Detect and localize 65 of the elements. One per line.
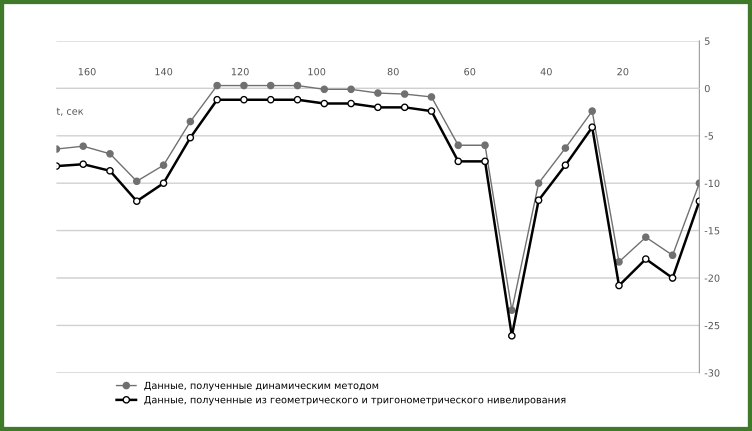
point xyxy=(615,258,623,266)
point xyxy=(668,274,676,282)
x-tick-label: 20 xyxy=(617,68,628,76)
legend-label: Данные, полученные динамическим методом xyxy=(144,382,378,391)
y-tick-label: -20 xyxy=(704,274,720,282)
point xyxy=(320,85,328,94)
point xyxy=(588,123,596,132)
point xyxy=(240,96,248,104)
point xyxy=(160,179,168,187)
point xyxy=(668,251,676,260)
point xyxy=(454,141,462,150)
point xyxy=(562,144,570,152)
point xyxy=(347,100,355,108)
point xyxy=(588,107,596,115)
point xyxy=(294,96,302,104)
point xyxy=(132,197,141,206)
point xyxy=(534,196,542,204)
legend-label: Данные, полученные из геометрического и тригонометрического нивелирования xyxy=(144,396,566,406)
point xyxy=(186,118,194,126)
x-tick-label: 80 xyxy=(388,68,399,76)
y-tick-label: -10 xyxy=(704,180,720,188)
point xyxy=(266,82,275,90)
point xyxy=(481,158,489,166)
x-tick-label: 40 xyxy=(540,68,552,76)
y-tick-label: -5 xyxy=(704,132,714,140)
point xyxy=(160,161,168,169)
point xyxy=(428,93,436,101)
point xyxy=(374,104,382,112)
point xyxy=(642,233,650,242)
point xyxy=(186,134,194,142)
point xyxy=(400,104,408,112)
y-tick-label: 5 xyxy=(704,38,710,45)
point xyxy=(294,82,302,90)
point xyxy=(374,89,382,97)
point xyxy=(106,150,114,158)
x-axis-title: t, сек xyxy=(56,108,84,116)
point xyxy=(642,255,650,263)
point xyxy=(615,282,623,290)
point xyxy=(79,160,88,168)
y-tick-label: -25 xyxy=(704,322,720,330)
point xyxy=(400,90,408,98)
point xyxy=(132,177,141,186)
x-tick-label: 140 xyxy=(155,68,172,76)
y-tick-label: -30 xyxy=(704,369,720,377)
point xyxy=(106,167,114,175)
point xyxy=(79,142,88,150)
point xyxy=(347,85,355,94)
point xyxy=(562,161,570,169)
point xyxy=(213,96,221,104)
x-tick-label: 120 xyxy=(232,68,249,76)
x-tick-label: 60 xyxy=(464,68,476,76)
point xyxy=(213,82,221,90)
y-tick-label: 0 xyxy=(704,84,710,92)
point xyxy=(508,306,516,314)
point xyxy=(508,332,516,340)
point xyxy=(454,158,462,166)
point xyxy=(320,100,328,108)
point xyxy=(266,96,275,104)
point xyxy=(240,82,248,90)
point xyxy=(428,107,436,115)
point xyxy=(481,141,489,150)
x-tick-label: 160 xyxy=(78,68,96,76)
x-tick-label: 100 xyxy=(308,68,326,76)
point xyxy=(534,179,542,187)
y-tick-label: -15 xyxy=(704,227,720,234)
